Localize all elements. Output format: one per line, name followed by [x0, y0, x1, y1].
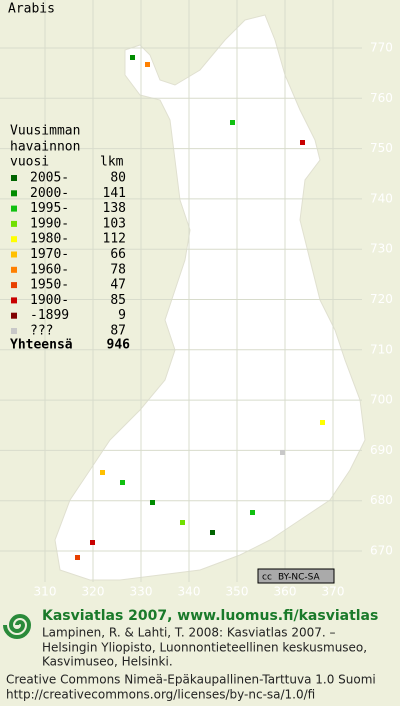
- svg-text:cc: cc: [262, 573, 272, 583]
- logo: [3, 614, 32, 639]
- legend-heading: Vuusimman: [10, 124, 80, 139]
- legend-heading: havainnon: [10, 140, 80, 155]
- legend-count: 85: [110, 293, 126, 308]
- legend-label: 1990-: [30, 216, 69, 231]
- badge-text: BY-NC-SA: [278, 573, 321, 583]
- legend-swatch: [11, 328, 17, 334]
- legend-swatch: [11, 251, 17, 258]
- legend-label: 1960-: [30, 262, 69, 277]
- easting-label: 320: [82, 585, 105, 599]
- northing-label: 770: [370, 41, 393, 55]
- northing-label: 700: [370, 393, 393, 407]
- legend-label: 1995-: [30, 201, 69, 216]
- citation: Helsingin Yliopisto, Luonnontieteellinen…: [42, 641, 367, 655]
- easting-label: 350: [226, 585, 249, 599]
- legend-count: 138: [103, 201, 126, 216]
- legend-label: 2005-: [30, 171, 69, 186]
- license: http://creativecommons.org/licenses/by-n…: [6, 688, 315, 702]
- easting-label: 340: [178, 585, 201, 599]
- northing-label: 730: [370, 242, 393, 256]
- legend-total: 946: [107, 338, 131, 353]
- legend-label: 2000-: [30, 186, 69, 201]
- legend-swatch: [11, 205, 17, 212]
- legend-label: -1899: [30, 308, 69, 323]
- legend-label: 1970-: [30, 247, 69, 262]
- legend-total-label: Yhteensä: [10, 338, 73, 353]
- northing-label: 740: [370, 191, 393, 205]
- legend-count: 66: [110, 247, 126, 262]
- legend-swatch: [11, 190, 17, 197]
- legend-count-heading: lkm: [100, 155, 124, 170]
- legend-count: 87: [110, 324, 126, 339]
- northing-label: 690: [370, 443, 393, 457]
- easting-label: 310: [34, 585, 57, 599]
- legend-count: 112: [103, 232, 126, 247]
- legend: 2005- 80 2000- 141 1995- 138 1990- 103 1980- 112 1…: [11, 171, 126, 339]
- northing-label: 760: [370, 91, 393, 105]
- legend-swatch: [11, 312, 17, 319]
- northing-label: 710: [370, 342, 393, 356]
- map-title: Arabis: [8, 2, 55, 17]
- legend-count: 103: [103, 216, 126, 231]
- license: Creative Commons Nimeä-Epäkaupallinen-Ta…: [6, 673, 376, 687]
- legend-label: 1900-: [30, 293, 69, 308]
- cc-badge: cc BY-NC-SA: [257, 568, 335, 584]
- northing-label: 720: [370, 292, 393, 306]
- legend-count: 78: [110, 262, 126, 277]
- legend-count: 141: [103, 186, 126, 201]
- legend-heading: vuosi: [10, 155, 49, 170]
- legend-count: 9: [118, 308, 126, 323]
- easting-label: 360: [274, 585, 297, 599]
- northing-label: 670: [370, 544, 393, 558]
- legend-label: 1980-: [30, 232, 69, 247]
- legend-label: ???: [30, 324, 53, 339]
- footer-title: Kasviatlas 2007, www.luomus.fi/kasviatla…: [42, 608, 378, 624]
- legend-count: 80: [110, 171, 126, 186]
- legend-swatch: [11, 282, 17, 289]
- easting-label: 370: [322, 585, 345, 599]
- legend-label: 1950-: [30, 278, 69, 293]
- legend-swatch: [11, 266, 17, 273]
- legend-swatch: [11, 236, 17, 243]
- legend-count: 47: [110, 278, 126, 293]
- legend-swatch: [11, 220, 17, 227]
- citation: Lampinen, R. & Lahti, T. 2008: Kasviatla…: [42, 626, 336, 640]
- northing-label: 750: [370, 141, 393, 155]
- northing-label: 680: [370, 493, 393, 507]
- decor-squares: [75, 55, 325, 560]
- easting-label: 330: [130, 585, 153, 599]
- legend-swatch: [11, 175, 17, 181]
- citation: Kasvimuseo, Helsinki.: [42, 655, 173, 669]
- legend-swatch: [11, 297, 17, 304]
- grid: 770 760 750 740 730 720 710 700 690 680 670 310 320 3…: [0, 0, 393, 599]
